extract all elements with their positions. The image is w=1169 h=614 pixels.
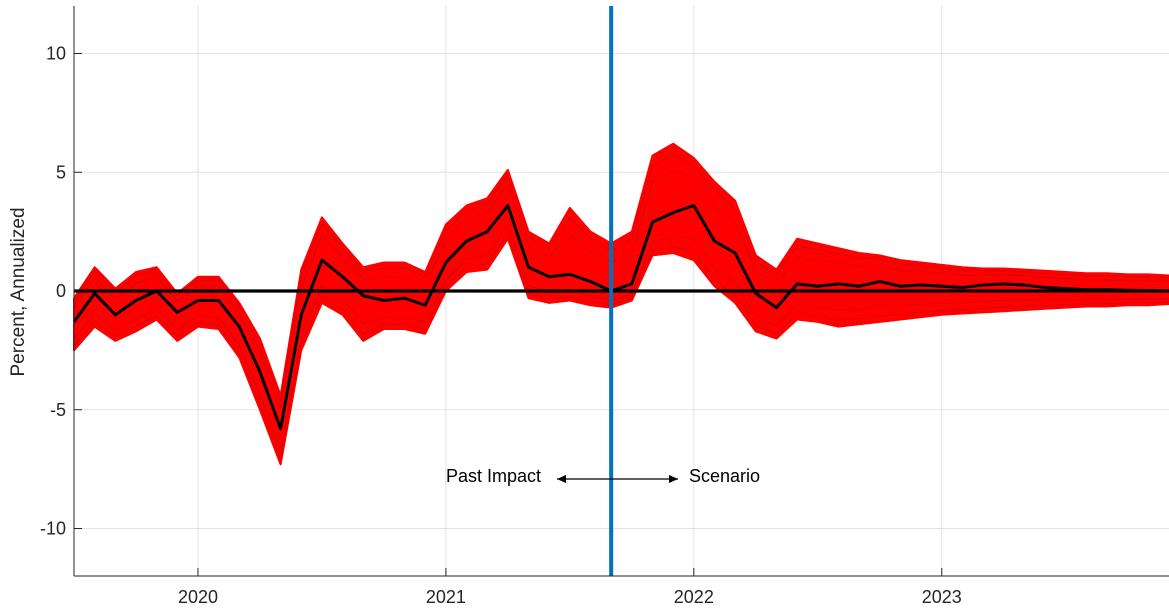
scenario-path bbox=[73, 232, 1169, 461]
scenario-bands bbox=[73, 142, 1169, 466]
scenario-path bbox=[73, 170, 1169, 411]
y-tick-label: -5 bbox=[50, 400, 66, 420]
scenario-arrow-head bbox=[669, 475, 678, 483]
y-axis-label: Percent, Annualized bbox=[8, 207, 29, 376]
x-tick-label: 2021 bbox=[426, 587, 466, 607]
scenario-path bbox=[73, 153, 1169, 403]
scenario-band bbox=[73, 142, 1169, 466]
x-tick-label: 2022 bbox=[674, 587, 714, 607]
y-tick-label: 0 bbox=[56, 281, 66, 301]
scenario-label: Scenario bbox=[689, 466, 760, 486]
annotations: Past Impact Scenario bbox=[446, 466, 760, 486]
past-impact-label: Past Impact bbox=[446, 466, 541, 486]
y-tick-label: 5 bbox=[56, 162, 66, 182]
median-line bbox=[72, 204, 1169, 431]
y-tick-label: -10 bbox=[40, 519, 66, 539]
median-line-group bbox=[72, 204, 1169, 431]
past-arrow-head bbox=[557, 475, 566, 483]
x-tick-label: 2023 bbox=[922, 587, 962, 607]
scenario-path bbox=[73, 224, 1169, 453]
y-tick-label: 10 bbox=[46, 44, 66, 64]
tick-labels: -10 -5 0 5 10 2020 2021 2022 2023 bbox=[40, 44, 962, 608]
x-tick-label: 2020 bbox=[178, 587, 218, 607]
axes bbox=[73, 6, 1169, 577]
